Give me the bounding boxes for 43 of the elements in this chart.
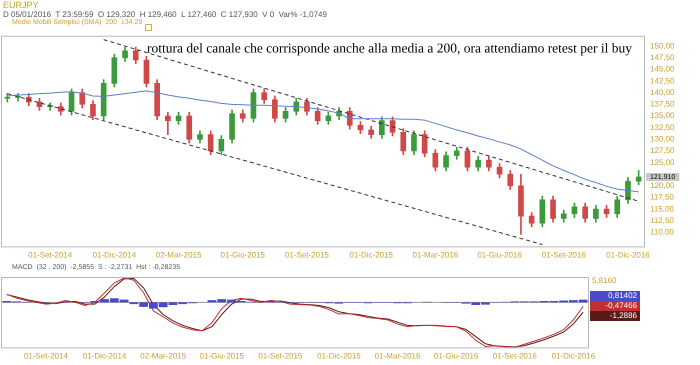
annotation: rottura del canale che corrisponde anche alla media a 200, ora attendiamo retest per il buy <box>147 40 632 56</box>
x-tick-label: 01-Dic-2015 <box>349 250 394 260</box>
x-tick-label: 01-Set-2014 <box>24 351 69 360</box>
x-tick-label: 02-Mar-2015 <box>140 351 187 360</box>
y-tick-label: 132,50 <box>650 122 676 132</box>
y-tick-label: 140,00 <box>650 88 676 97</box>
x-tick-label: 01-Dic-2016 <box>606 250 650 260</box>
y-tick-label: 130,00 <box>650 134 676 144</box>
y-tick-label: 137,50 <box>650 100 676 109</box>
y-tick-label: 135,00 <box>650 111 676 120</box>
text: 5,8160 <box>592 276 618 286</box>
x-tick-label: 02-Mar-2015 <box>156 250 202 260</box>
x-tick-label: 01-Giu-2015 <box>200 351 245 360</box>
chart-title: EURJPY <box>3 0 39 10</box>
text: 0,81402 <box>608 291 638 300</box>
x-tick-label: 01-Dic-2015 <box>317 351 362 360</box>
y-tick-label: 112,50 <box>650 216 674 225</box>
y-tick-label: 150,00 <box>650 41 676 50</box>
x-tick-label: 01-Giu-2015 <box>220 250 266 260</box>
y-tick-label: 110,00 <box>650 228 674 237</box>
x-tick-label: 01-Giu-2016 <box>477 250 522 260</box>
x-tick-label: 01-Dic-2016 <box>552 351 596 360</box>
chart-subtitle: D 05/01/2016 T 23:59:59 O 129,320 H 129,460 L 127,460 C 127,930 V 0 Var% -1,0749 <box>3 10 327 19</box>
x-tick-label: 01-Set-2014 <box>28 250 73 260</box>
y-tick-label: 120,00 <box>650 181 676 190</box>
text: -1,2886 <box>610 311 638 320</box>
text: -0,47466 <box>605 301 638 310</box>
y-tick-label: 142,50 <box>650 76 676 86</box>
y-tick-label: 145,00 <box>650 64 676 74</box>
x-tick-label: 01-Giu-2016 <box>434 351 479 360</box>
y-tick-label: 125,00 <box>650 158 676 167</box>
x-tick-label: 01-Dic-2014 <box>82 351 127 360</box>
x-tick-label: 01-Mar-2016 <box>412 250 459 260</box>
y-tick-label: 127,50 <box>650 146 676 156</box>
x-tick-label: 01-Set-2016 <box>492 351 538 360</box>
x-tick-label: 01-Dic-2014 <box>92 250 137 260</box>
x-tick-label: 01-Set-2015 <box>258 351 303 360</box>
y-tick-label: 147,50 <box>650 52 676 62</box>
x-tick-label: 01-Mar-2016 <box>374 351 421 360</box>
y-tick-label: 117,50 <box>650 192 674 202</box>
x-tick-label: 01-Set-2015 <box>284 250 330 260</box>
x-tick-label: 01-Set-2016 <box>542 250 586 260</box>
y-tick-label: 115,00 <box>650 204 674 214</box>
